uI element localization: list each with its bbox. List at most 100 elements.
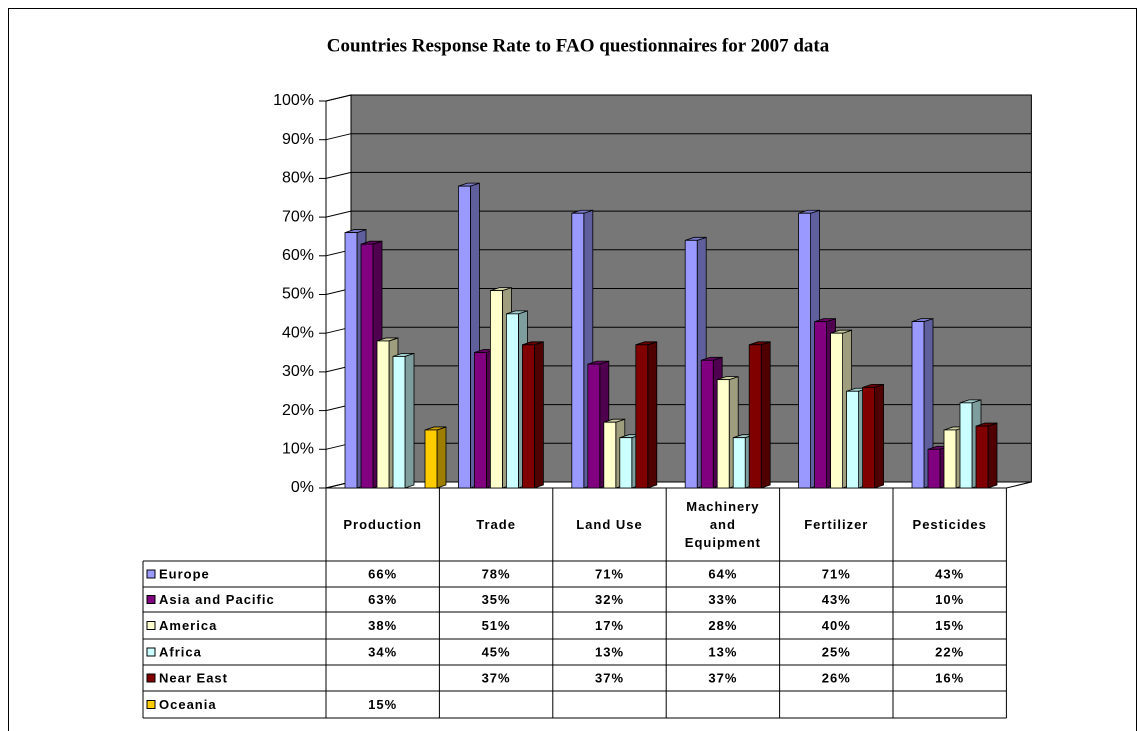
data-label: 37%: [482, 670, 511, 685]
bar-front: [700, 359, 714, 489]
y-tick-label: 80%: [282, 170, 314, 187]
grid-line: [325, 210, 352, 218]
data-label: 17%: [595, 618, 624, 633]
data-label: 43%: [935, 566, 964, 581]
bar-front: [603, 421, 617, 489]
y-tick-label: 0%: [291, 479, 314, 496]
data-label: 13%: [595, 644, 624, 659]
legend-label: America: [159, 618, 217, 633]
y-tick-label: 50%: [282, 286, 314, 303]
bar-side: [436, 426, 447, 489]
data-label: 10%: [935, 592, 964, 607]
data-label: 45%: [482, 644, 511, 659]
bar: [975, 422, 998, 489]
data-label: 32%: [595, 592, 624, 607]
bar-front: [376, 340, 390, 489]
bar-front: [911, 321, 925, 489]
bar-side: [760, 341, 771, 489]
data-label: 37%: [708, 670, 737, 685]
data-label: 34%: [368, 644, 397, 659]
data-label: 13%: [708, 644, 737, 659]
bar-front: [619, 437, 633, 489]
data-label: 28%: [708, 618, 737, 633]
grid-line: [325, 94, 352, 102]
bar-front: [716, 379, 730, 489]
bar-front: [798, 212, 811, 489]
data-label: 25%: [822, 644, 851, 659]
y-tick-label: 30%: [282, 363, 314, 380]
bar-front: [424, 429, 438, 489]
data-label: 78%: [482, 566, 511, 581]
bar: [522, 341, 544, 489]
grid-line: [325, 171, 352, 179]
bar-front: [814, 321, 827, 489]
bar-front: [489, 290, 503, 489]
data-label: 37%: [595, 670, 624, 685]
bar-side: [404, 352, 415, 489]
bar-front: [473, 352, 487, 489]
y-tick-label: 70%: [282, 208, 314, 225]
bar-front: [748, 344, 762, 489]
bar-front: [732, 437, 746, 489]
legend-key: [146, 647, 156, 657]
bar-front: [635, 344, 649, 489]
data-label: 26%: [822, 670, 851, 685]
x-tick-label: Production: [343, 516, 422, 532]
x-tick-label: Fertilizer: [804, 516, 869, 532]
data-label: 66%: [368, 566, 397, 581]
data-label: 43%: [822, 592, 851, 607]
data-label: 15%: [368, 697, 397, 712]
bar-front: [392, 356, 406, 489]
bar: [457, 182, 480, 489]
data-label: 22%: [935, 644, 964, 659]
bar-front: [344, 232, 358, 489]
bar: [862, 383, 884, 489]
legend-label: Oceania: [159, 697, 217, 712]
bar: [911, 318, 934, 489]
bar-front: [360, 243, 374, 489]
bar-front: [522, 344, 535, 489]
bar-front: [959, 402, 973, 489]
data-label: 63%: [368, 592, 397, 607]
bar: [424, 426, 447, 489]
legend-key: [146, 673, 156, 683]
bar: [635, 341, 658, 489]
x-tick-label: Trade: [476, 516, 516, 532]
bar: [748, 341, 771, 489]
chart-title: Countries Response Rate to FAO questionn…: [327, 35, 830, 56]
legend-label: Africa: [159, 644, 202, 659]
data-label: 15%: [935, 618, 964, 633]
legend-key: [146, 700, 156, 709]
bar-front: [505, 313, 519, 489]
bar-front: [975, 425, 989, 489]
legend-key: [146, 595, 156, 604]
bar: [392, 352, 415, 489]
bar-front: [684, 239, 698, 489]
y-tick-label: 100%: [273, 92, 314, 109]
data-label: 40%: [822, 618, 851, 633]
grid-line: [325, 133, 352, 141]
legend-label: Europe: [159, 566, 210, 581]
legend-label: Asia and Pacific: [159, 592, 275, 607]
bar-front: [830, 332, 843, 489]
y-tick-label: 60%: [282, 247, 314, 264]
y-tick-label: 10%: [282, 441, 314, 458]
data-label: 16%: [935, 670, 964, 685]
legend-key: [146, 569, 156, 579]
data-label: 33%: [708, 592, 737, 607]
bar-side: [534, 341, 544, 489]
x-tick-label: Pesticides: [912, 516, 987, 532]
data-label: 71%: [822, 566, 851, 581]
legend-label: Near East: [159, 670, 228, 685]
y-tick-label: 40%: [282, 324, 314, 341]
legend-key: [146, 621, 156, 630]
bar-front: [862, 386, 875, 489]
x-tick-label: Land Use: [576, 516, 643, 532]
bar-front: [457, 185, 471, 489]
y-tick-label: 90%: [282, 131, 314, 148]
data-label: 51%: [482, 618, 511, 633]
data-label: 64%: [708, 566, 737, 581]
bar-side: [874, 383, 884, 489]
